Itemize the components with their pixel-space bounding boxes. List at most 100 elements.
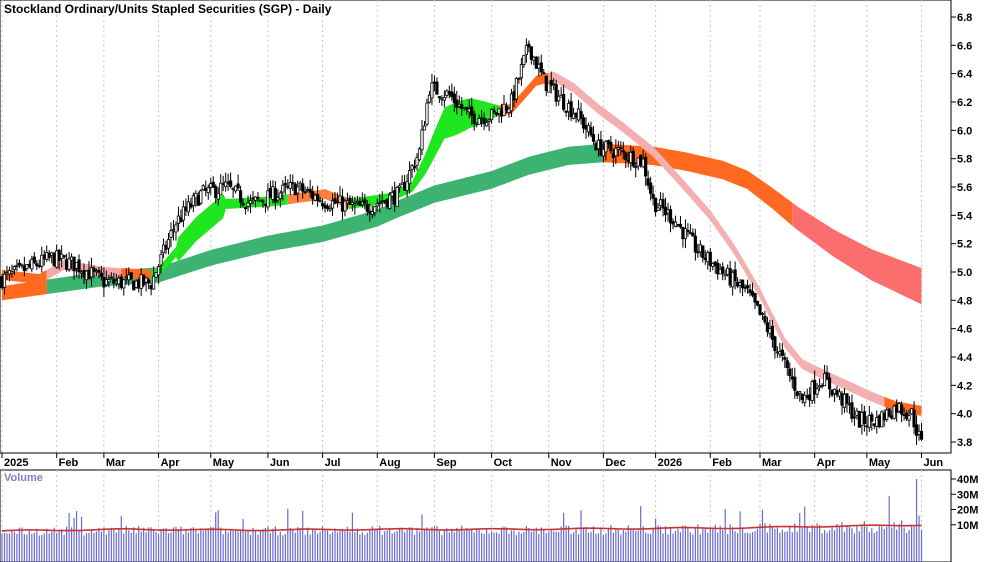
volume-bar [853, 533, 856, 562]
price-tick-label: 6.6 [957, 40, 972, 52]
volume-bar [220, 527, 222, 562]
volume-bar [781, 529, 783, 562]
volume-bar [488, 533, 490, 562]
candle-body [169, 230, 173, 238]
candle-body [810, 381, 814, 401]
volume-bar [294, 532, 296, 562]
volume-bar [443, 529, 445, 562]
candle-body [353, 203, 357, 206]
price-tick-label: 4.2 [957, 380, 972, 392]
candle-body [201, 185, 205, 191]
candle-body [624, 152, 628, 160]
candle-body [594, 142, 598, 151]
candle-body [368, 210, 372, 214]
candle-body [251, 197, 255, 200]
candle-body [499, 110, 504, 117]
volume-bar [282, 535, 284, 562]
volume-bar [279, 531, 281, 562]
candle-body [0, 276, 4, 288]
volume-bar [831, 527, 833, 562]
candle-body [415, 157, 419, 166]
candle-body [303, 191, 307, 193]
candle-body [176, 215, 181, 224]
candle-body [485, 121, 489, 127]
long-ribbon-segment [2, 279, 47, 301]
volume-bar [356, 528, 358, 562]
volume-bar [734, 531, 736, 562]
volume-bar [806, 526, 808, 562]
candle-body [281, 184, 285, 193]
candle-body [77, 259, 81, 273]
volume-bar [369, 529, 371, 562]
date-tick-label: Jun [270, 457, 290, 469]
volume-bar [105, 534, 107, 562]
candle-body [355, 201, 359, 204]
volume-bar [195, 530, 197, 562]
candle-body [822, 373, 827, 387]
volume-bar [451, 528, 453, 562]
volume-bar [595, 533, 597, 562]
candle-body [855, 410, 859, 416]
volume-bar [170, 532, 172, 562]
candle-body [845, 393, 849, 404]
volume-tick-label: 40M [957, 474, 978, 486]
candle-body [405, 181, 409, 191]
candle-body [82, 270, 86, 278]
candle-body [462, 107, 466, 109]
volume-bar [403, 532, 406, 562]
candle-body [803, 394, 807, 403]
candle-body [698, 244, 702, 253]
candle-body [892, 405, 896, 419]
long-ribbon-segment [792, 202, 922, 305]
volume-bar [657, 525, 659, 562]
candle-body [119, 276, 123, 288]
candle-body [323, 204, 327, 209]
candle-body [17, 262, 21, 266]
volume-bar [51, 531, 53, 562]
volume-bar [110, 527, 112, 562]
candle-body [842, 393, 847, 408]
candle-body [360, 201, 364, 206]
volume-bar [33, 532, 35, 562]
candle-body [246, 202, 250, 207]
volume-bar [751, 532, 754, 562]
volume-bar [898, 524, 900, 562]
volume-bar [687, 526, 689, 562]
volume-bar [520, 533, 523, 562]
candle-body [706, 252, 710, 263]
volume-bar [289, 528, 291, 562]
candle-body [905, 412, 909, 419]
candle-body [763, 315, 767, 323]
volume-bar [545, 533, 547, 562]
volume-bar [572, 532, 575, 562]
candle-body [214, 186, 218, 198]
candle-body [417, 148, 422, 161]
volume-bar [78, 529, 80, 562]
volume-bar [590, 532, 592, 562]
candle-body [701, 245, 705, 258]
volume-bar [759, 523, 761, 562]
candle-body [860, 412, 864, 426]
volume-bar [396, 530, 398, 562]
candle-body [877, 415, 881, 428]
candle-body [827, 377, 832, 390]
candle-body [283, 182, 287, 186]
volume-bar [160, 528, 162, 562]
candle-body [22, 265, 26, 272]
volume-bar [421, 514, 423, 562]
volume-bar [635, 531, 637, 562]
candle-body [825, 372, 829, 380]
volume-bar [98, 527, 100, 562]
candle-body [880, 411, 884, 428]
candle-body [124, 276, 128, 279]
volume-bar [833, 530, 836, 562]
volume-bar [38, 535, 40, 562]
candle-body [743, 286, 747, 289]
candle-body [117, 277, 121, 285]
volume-bar [617, 529, 619, 562]
candle-body [149, 285, 153, 290]
volume-bar [587, 532, 590, 562]
candle-body [452, 93, 456, 104]
candle-body [37, 265, 41, 268]
candle-body [815, 388, 819, 395]
